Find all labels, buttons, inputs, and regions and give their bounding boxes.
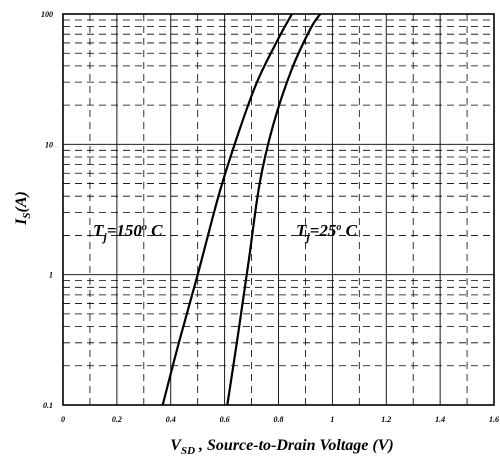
series-line-1	[226, 13, 322, 406]
x-axis-title: VSD , Source-to-Drain Voltage (V)	[170, 437, 393, 457]
y-tick-label: 1	[49, 271, 53, 280]
x-tick-label: 1.6	[489, 415, 499, 424]
x-tick-label: 1.2	[381, 415, 391, 424]
curves	[161, 13, 322, 406]
y-tick-label: 0.1	[43, 401, 53, 410]
series-label-25c: Tj=25o C	[296, 221, 358, 244]
y-axis-title: IS(A)	[13, 191, 33, 226]
x-tick-label: 1	[330, 415, 334, 424]
x-tick-label: 0	[61, 415, 65, 424]
x-tick-label: 1.4	[435, 415, 445, 424]
y-tick-label: 10	[45, 140, 53, 149]
grid	[63, 14, 494, 405]
y-tick-label: 100	[41, 10, 53, 19]
x-tick-label: 0.4	[166, 415, 176, 424]
x-tick-label: 0.8	[274, 415, 284, 424]
x-tick-label: 0.6	[220, 415, 230, 424]
tick-labels: 0 0.2 0.4 0.6 0.8 1 1.2 1.4 1.6 0.1 1 10 100	[41, 10, 499, 424]
x-tick-label: 0.2	[112, 415, 122, 424]
series-line-0	[161, 13, 293, 406]
plot-frame	[62, 13, 495, 406]
series-label-150c: Tj=150o C	[93, 221, 163, 244]
